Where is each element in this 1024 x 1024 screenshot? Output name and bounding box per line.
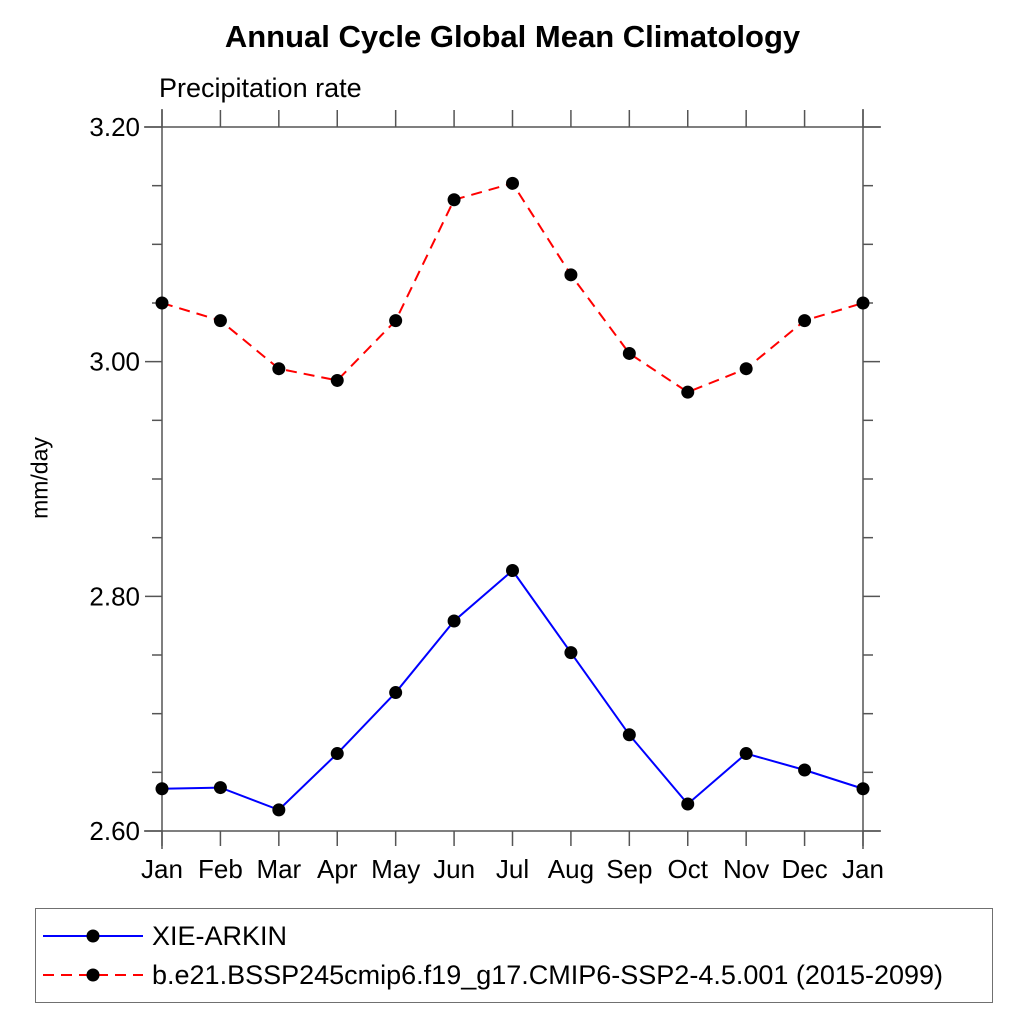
x-tick-label: Jan: [842, 854, 884, 884]
series-markers-0: [155, 564, 870, 817]
data-point: [798, 763, 812, 777]
data-point: [330, 747, 344, 761]
x-tick-label: Dec: [781, 854, 827, 884]
data-point: [564, 268, 578, 282]
y-tick-label: 3.00: [89, 347, 140, 377]
data-point: [447, 614, 461, 628]
chart-subtitle: Precipitation rate: [159, 73, 362, 103]
x-tick-label: Feb: [198, 854, 243, 884]
data-point: [739, 362, 753, 376]
x-tick-label: Aug: [548, 854, 594, 884]
data-point: [213, 314, 227, 328]
legend-label-model: b.e21.BSSP245cmip6.f19_g17.CMIP6-SSP2-4.…: [152, 959, 944, 990]
y-tick-label: 3.20: [89, 112, 140, 142]
legend-entry-model: b.e21.BSSP245cmip6.f19_g17.CMIP6-SSP2-4.…: [40, 956, 992, 995]
series-markers-1: [155, 176, 870, 399]
data-point: [213, 781, 227, 795]
data-point: [330, 373, 344, 387]
series-line-1: [161, 182, 864, 394]
legend-marker-dashed-line-dot-icon: [43, 968, 143, 982]
axis-frame: [144, 109, 881, 849]
data-point: [272, 803, 286, 817]
data-point: [622, 728, 636, 742]
x-tick-label: Jul: [496, 854, 529, 884]
legend-entry-observation: XIE-ARKIN: [40, 917, 992, 956]
data-point: [856, 782, 870, 796]
x-tick-label: Nov: [723, 854, 769, 884]
data-point: [155, 782, 169, 796]
chart-title: Annual Cycle Global Mean Climatology: [224, 19, 801, 54]
legend-box: XIE-ARKIN b.e21.BSSP245cmip6.f19_g17.CMI…: [35, 908, 993, 1003]
data-point: [389, 314, 403, 328]
data-point: [739, 747, 753, 761]
y-axis-tick-labels: 2.60 2.80 3.00 3.20: [89, 112, 140, 846]
data-point: [622, 346, 636, 360]
data-point: [447, 193, 461, 207]
data-point: [798, 314, 812, 328]
x-tick-label: Jan: [141, 854, 183, 884]
x-tick-label: Jun: [433, 854, 475, 884]
x-tick-label: Oct: [668, 854, 709, 884]
x-tick-label: May: [371, 854, 420, 884]
y-axis-ticks: [145, 126, 880, 832]
x-tick-label: Mar: [256, 854, 301, 884]
data-point: [506, 176, 519, 190]
legend-label-observation: XIE-ARKIN: [152, 920, 288, 951]
data-point: [564, 646, 578, 660]
data-point: [389, 686, 403, 700]
x-tick-label: Sep: [606, 854, 652, 884]
legend-marker-solid-line-dot-icon: [43, 929, 143, 943]
data-point: [155, 296, 169, 310]
data-point: [272, 362, 286, 376]
series-line-0: [161, 569, 864, 812]
y-tick-label: 2.60: [89, 816, 140, 846]
data-point: [681, 385, 695, 399]
data-point: [506, 564, 519, 578]
data-point: [856, 296, 870, 310]
y-tick-label: 2.80: [89, 581, 140, 611]
data-point: [681, 797, 695, 811]
x-axis-ticks: [161, 110, 864, 846]
x-axis-tick-labels: Jan Feb Mar Apr May Jun Jul Aug Sep Oct Nov Dec Jan: [141, 854, 884, 884]
x-tick-label: Apr: [317, 854, 358, 884]
